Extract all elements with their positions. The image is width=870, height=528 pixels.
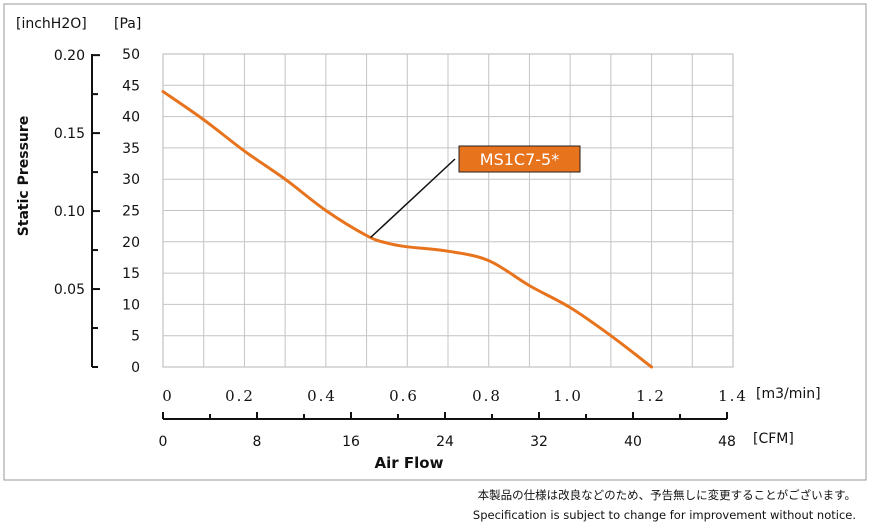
x-unit-m3min: [m3/min] — [756, 386, 821, 402]
x-tick-label-cfm: 32 — [530, 434, 548, 450]
y-tick-label-pa: 5 — [131, 329, 140, 345]
x-tick-label-m3min: 0.4 — [307, 387, 337, 405]
y-tick-label-inch: 0.20 — [54, 48, 85, 64]
labels: 051015202530354045500.050.100.150.20[inc… — [16, 16, 821, 472]
x-unit-cfm: [CFM] — [753, 431, 794, 447]
x-tick-label-m3min: 0.8 — [472, 387, 502, 405]
x-tick-label-m3min: 0 — [162, 387, 174, 405]
y-tick-label-pa: 0 — [131, 360, 140, 376]
x-tick-label-cfm: 8 — [253, 434, 262, 450]
grid — [162, 53, 734, 368]
y-unit-inch: [inchH2O] — [16, 16, 87, 32]
y-tick-label-pa: 25 — [122, 204, 140, 220]
x-tick-label-m3min: 1.0 — [553, 387, 583, 405]
y-tick-label-pa: 15 — [122, 266, 140, 282]
x-tick-label-cfm: 48 — [718, 434, 736, 450]
x-axis-title: Air Flow — [375, 454, 444, 472]
y-tick-label-pa: 30 — [122, 172, 140, 188]
x-tick-label-m3min: 1.2 — [636, 387, 666, 405]
x-tick-label-cfm: 0 — [159, 434, 168, 450]
y-tick-label-pa: 20 — [122, 235, 140, 251]
disclaimer-japanese: 本製品の仕様は改良などのため、予告無しに変更することがございます。 — [477, 488, 856, 502]
y-unit-pa: [Pa] — [114, 16, 141, 32]
annotation-box — [458, 145, 581, 173]
axes — [91, 54, 728, 420]
x-tick-label-cfm: 24 — [436, 434, 454, 450]
x-tick-label-m3min: 1.4 — [718, 387, 748, 405]
y-tick-label-pa: 35 — [122, 141, 140, 157]
y-tick-label-inch: 0.15 — [54, 126, 85, 142]
y-tick-label-inch: 0.10 — [54, 204, 85, 220]
y-tick-label-pa: 45 — [122, 78, 140, 94]
annotation-leader-line — [370, 158, 456, 238]
x-tick-label-cfm: 40 — [624, 434, 642, 450]
y-tick-label-inch: 0.05 — [54, 282, 85, 298]
y-tick-label-pa: 50 — [122, 47, 140, 63]
series-layer: MS1C7-5* — [161, 90, 654, 369]
y-tick-label-pa: 10 — [122, 297, 140, 313]
chart: MS1C7-5* 0 5 10 15 20 25 30 35 40 45 50 0.05 0.10 0.1… — [3, 3, 867, 481]
y-tick-label-pa: 40 — [122, 110, 140, 126]
y-axis-title: Static Pressure — [16, 116, 32, 237]
x-tick-label-cfm: 16 — [342, 434, 360, 450]
disclaimer-english: Specification is subject to change for i… — [472, 508, 856, 522]
x-tick-label-m3min: 0.6 — [389, 387, 419, 405]
x-tick-label-m3min: 0.2 — [225, 387, 255, 405]
series-line-ms1c7-5 — [161, 90, 654, 369]
annotation-label: MS1C7-5* — [480, 150, 559, 169]
